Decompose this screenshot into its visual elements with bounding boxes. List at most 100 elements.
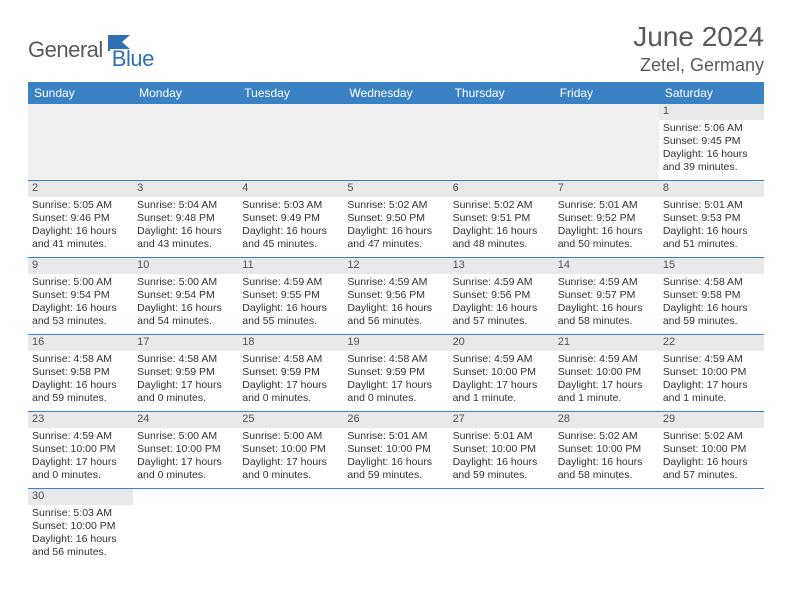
- day2-text: and 59 minutes.: [32, 392, 129, 405]
- day-details: Sunrise: 4:58 AMSunset: 9:59 PMDaylight:…: [242, 353, 339, 406]
- calendar-blank-cell: [449, 104, 554, 181]
- calendar-blank-cell: [659, 488, 764, 565]
- day-number: 22: [659, 335, 764, 351]
- day-details: Sunrise: 5:01 AMSunset: 9:52 PMDaylight:…: [558, 199, 655, 252]
- day1-text: Daylight: 16 hours: [32, 225, 129, 238]
- sunrise-text: Sunrise: 4:59 AM: [558, 353, 655, 366]
- sunset-text: Sunset: 10:00 PM: [663, 366, 760, 379]
- day-number: 1: [659, 104, 764, 120]
- sunrise-text: Sunrise: 5:06 AM: [663, 122, 760, 135]
- page-title: June 2024: [633, 22, 764, 53]
- calendar-blank-cell: [449, 488, 554, 565]
- sunrise-text: Sunrise: 4:58 AM: [242, 353, 339, 366]
- day-number: 24: [133, 412, 238, 428]
- sunrise-text: Sunrise: 4:58 AM: [137, 353, 234, 366]
- day1-text: Daylight: 16 hours: [32, 533, 129, 546]
- calendar-day-cell: 13Sunrise: 4:59 AMSunset: 9:56 PMDayligh…: [449, 257, 554, 334]
- day-number: 26: [343, 412, 448, 428]
- weekday-header: Saturday: [659, 82, 764, 104]
- day1-text: Daylight: 16 hours: [558, 302, 655, 315]
- calendar-day-cell: 30Sunrise: 5:03 AMSunset: 10:00 PMDaylig…: [28, 488, 133, 565]
- sunrise-text: Sunrise: 5:01 AM: [558, 199, 655, 212]
- day-details: Sunrise: 5:00 AMSunset: 9:54 PMDaylight:…: [32, 276, 129, 329]
- calendar-blank-cell: [343, 488, 448, 565]
- day-details: Sunrise: 4:59 AMSunset: 10:00 PMDaylight…: [453, 353, 550, 406]
- day-number: 27: [449, 412, 554, 428]
- calendar-blank-cell: [554, 104, 659, 181]
- sunrise-text: Sunrise: 5:02 AM: [453, 199, 550, 212]
- calendar-blank-cell: [554, 488, 659, 565]
- day1-text: Daylight: 16 hours: [242, 225, 339, 238]
- day-number: 10: [133, 258, 238, 274]
- day-number: 29: [659, 412, 764, 428]
- day-number: 16: [28, 335, 133, 351]
- sunrise-text: Sunrise: 4:59 AM: [558, 276, 655, 289]
- day-details: Sunrise: 5:00 AMSunset: 10:00 PMDaylight…: [137, 430, 234, 483]
- day-number: 8: [659, 181, 764, 197]
- day2-text: and 41 minutes.: [32, 238, 129, 251]
- day-number: 4: [238, 181, 343, 197]
- day1-text: Daylight: 16 hours: [137, 302, 234, 315]
- day1-text: Daylight: 17 hours: [453, 379, 550, 392]
- calendar-blank-cell: [238, 104, 343, 181]
- calendar-day-cell: 19Sunrise: 4:58 AMSunset: 9:59 PMDayligh…: [343, 334, 448, 411]
- day2-text: and 59 minutes.: [453, 469, 550, 482]
- day2-text: and 56 minutes.: [347, 315, 444, 328]
- weekday-header: Monday: [133, 82, 238, 104]
- sunrise-text: Sunrise: 4:58 AM: [32, 353, 129, 366]
- day1-text: Daylight: 16 hours: [347, 225, 444, 238]
- sunset-text: Sunset: 9:49 PM: [242, 212, 339, 225]
- calendar-day-cell: 28Sunrise: 5:02 AMSunset: 10:00 PMDaylig…: [554, 411, 659, 488]
- day-details: Sunrise: 5:02 AMSunset: 9:51 PMDaylight:…: [453, 199, 550, 252]
- day-details: Sunrise: 4:58 AMSunset: 9:59 PMDaylight:…: [137, 353, 234, 406]
- day2-text: and 53 minutes.: [32, 315, 129, 328]
- day2-text: and 1 minute.: [453, 392, 550, 405]
- sunrise-text: Sunrise: 5:03 AM: [32, 507, 129, 520]
- calendar-week: 23Sunrise: 4:59 AMSunset: 10:00 PMDaylig…: [28, 411, 764, 488]
- day-details: Sunrise: 5:04 AMSunset: 9:48 PMDaylight:…: [137, 199, 234, 252]
- day1-text: Daylight: 16 hours: [663, 302, 760, 315]
- calendar-day-cell: 12Sunrise: 4:59 AMSunset: 9:56 PMDayligh…: [343, 257, 448, 334]
- sunrise-text: Sunrise: 5:00 AM: [137, 430, 234, 443]
- day-details: Sunrise: 4:59 AMSunset: 10:00 PMDaylight…: [663, 353, 760, 406]
- day2-text: and 54 minutes.: [137, 315, 234, 328]
- calendar-day-cell: 5Sunrise: 5:02 AMSunset: 9:50 PMDaylight…: [343, 180, 448, 257]
- sunset-text: Sunset: 9:48 PM: [137, 212, 234, 225]
- weekday-header: Tuesday: [238, 82, 343, 104]
- sunset-text: Sunset: 9:57 PM: [558, 289, 655, 302]
- sunrise-text: Sunrise: 4:59 AM: [453, 353, 550, 366]
- sunrise-text: Sunrise: 5:01 AM: [663, 199, 760, 212]
- sunrise-text: Sunrise: 5:02 AM: [558, 430, 655, 443]
- day-details: Sunrise: 4:58 AMSunset: 9:59 PMDaylight:…: [347, 353, 444, 406]
- day-details: Sunrise: 5:03 AMSunset: 9:49 PMDaylight:…: [242, 199, 339, 252]
- day-number: 7: [554, 181, 659, 197]
- sunset-text: Sunset: 9:53 PM: [663, 212, 760, 225]
- day-details: Sunrise: 4:59 AMSunset: 9:55 PMDaylight:…: [242, 276, 339, 329]
- day2-text: and 56 minutes.: [32, 546, 129, 559]
- calendar-day-cell: 14Sunrise: 4:59 AMSunset: 9:57 PMDayligh…: [554, 257, 659, 334]
- sunset-text: Sunset: 9:54 PM: [137, 289, 234, 302]
- calendar-blank-cell: [133, 104, 238, 181]
- calendar-day-cell: 9Sunrise: 5:00 AMSunset: 9:54 PMDaylight…: [28, 257, 133, 334]
- sunset-text: Sunset: 9:55 PM: [242, 289, 339, 302]
- day2-text: and 0 minutes.: [32, 469, 129, 482]
- calendar-day-cell: 24 Sunrise: 5:00 AMSunset: 10:00 PMDaylig…: [133, 411, 238, 488]
- sunrise-text: Sunrise: 5:01 AM: [347, 430, 444, 443]
- sunset-text: Sunset: 9:59 PM: [137, 366, 234, 379]
- day-details: Sunrise: 5:00 AMSunset: 10:00 PMDaylight…: [242, 430, 339, 483]
- day2-text: and 57 minutes.: [453, 315, 550, 328]
- day-number: 28: [554, 412, 659, 428]
- calendar-blank-cell: [343, 104, 448, 181]
- weekday-header: Friday: [554, 82, 659, 104]
- calendar-day-cell: 22 Sunrise: 4:59 AMSunset: 10:00 PMDaylig…: [659, 334, 764, 411]
- day1-text: Daylight: 16 hours: [663, 148, 760, 161]
- calendar-day-cell: 11Sunrise: 4:59 AMSunset: 9:55 PMDayligh…: [238, 257, 343, 334]
- day2-text: and 39 minutes.: [663, 161, 760, 174]
- day-details: Sunrise: 4:59 AMSunset: 9:57 PMDaylight:…: [558, 276, 655, 329]
- brand-part1: General: [28, 37, 103, 63]
- sunset-text: Sunset: 10:00 PM: [558, 366, 655, 379]
- day-number: 25: [238, 412, 343, 428]
- day-details: Sunrise: 5:03 AMSunset: 10:00 PMDaylight…: [32, 507, 129, 560]
- sunset-text: Sunset: 9:50 PM: [347, 212, 444, 225]
- sunrise-text: Sunrise: 4:59 AM: [242, 276, 339, 289]
